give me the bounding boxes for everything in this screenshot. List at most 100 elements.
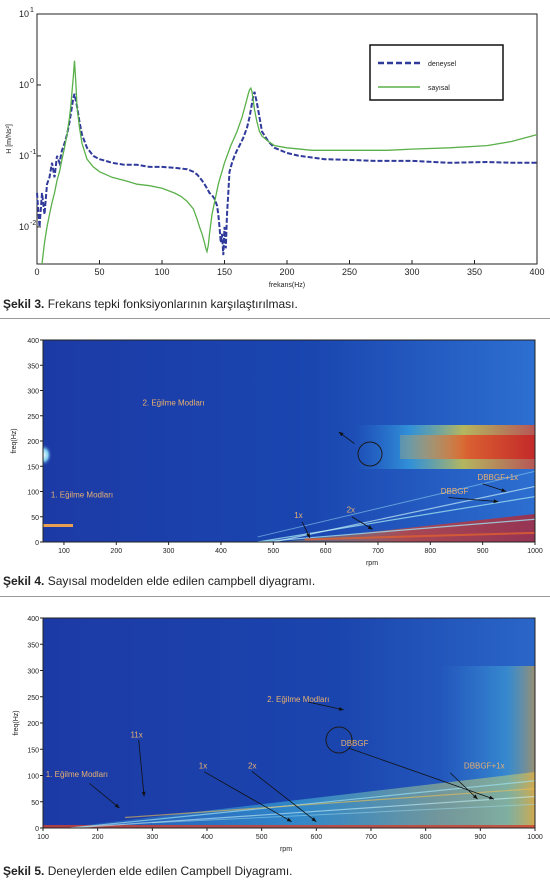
campbell4-x-tick-label: 800: [424, 548, 436, 555]
campbell4-annotation-label: 1. Eğilme Modları: [51, 491, 113, 500]
figure4-divider: [0, 596, 550, 597]
campbell4-y-tick-label: 200: [27, 439, 39, 446]
campbell5-annotation-label: 1x: [199, 762, 207, 771]
campbell4-y-tick-label: 350: [27, 363, 39, 370]
campbell5-x-tick-label: 900: [474, 834, 486, 841]
campbell4-annotation-arrow: [448, 497, 499, 504]
frf-x-axis-label: frekans(Hz): [269, 282, 305, 289]
campbell4-annotation-label: 2x: [347, 506, 355, 515]
frf-y-tick-label: 10 -2: [19, 220, 36, 232]
campbell5-y-tick-label: 300: [27, 669, 39, 676]
campbell5-y-axis-label: freq(Hz): [13, 710, 20, 735]
frf-y-axis-label: H [m/Ns²]: [6, 124, 13, 154]
frf-series-line-sayisal: [41, 60, 538, 265]
campbell4-annotation-arrow: [301, 521, 311, 539]
campbell4-x-tick-label: 600: [320, 548, 332, 555]
frf-legend-box: [369, 44, 504, 101]
campbell4-x-tick-label: 700: [372, 548, 384, 555]
campbell4-annotation-label: 1x: [294, 511, 302, 520]
frf-y-tick-label: 10 1: [19, 7, 34, 19]
campbell5-x-axis-label: rpm: [280, 846, 292, 853]
figure5-caption-text: Deneylerden elde edilen Campbell Diyagra…: [47, 864, 293, 878]
campbell4-y-axis-label: freq(Hz): [11, 428, 18, 453]
campbell5-y-tick-label: 400: [27, 616, 39, 623]
campbell4-order-line: [304, 531, 536, 541]
campbell4-x-tick-label: 500: [267, 548, 279, 555]
campbell4-order-line: [257, 495, 536, 543]
campbell5-x-tick-label: 100: [37, 834, 49, 841]
campbell5-x-tick-label: 200: [92, 834, 104, 841]
campbell5-annotation-label: DBBGF: [341, 739, 369, 748]
campbell5-annotation-arrow: [89, 783, 120, 809]
campbell5-x-tick-label: 700: [365, 834, 377, 841]
campbell5-order-line: [70, 780, 536, 829]
campbell5-annotation-label: 11x: [130, 731, 142, 740]
frf-y-tick-base: 10: [19, 9, 29, 19]
campbell4-y-tick-label: 400: [27, 338, 39, 345]
figure4-caption: Şekil 4. Sayısal modelden elde edilen ca…: [3, 574, 315, 588]
campbell5-annotation-label: 2x: [248, 762, 256, 771]
campbell5-x-tick-label: 1000: [527, 834, 543, 841]
campbell5-annotation-arrow: [204, 771, 292, 823]
campbell5-y-tick-label: 200: [27, 721, 39, 728]
campbell5-annotation-arrow: [251, 770, 317, 823]
campbell4-order-line: [257, 518, 536, 543]
campbell4-annotation-arrow: [482, 483, 507, 492]
campbell4-annotation-label: DBBGF+1x: [477, 473, 518, 482]
campbell4-mode1-line: [43, 524, 73, 527]
figure3-caption: Şekil 3. Frekans tepki fonksiyonlarının …: [3, 297, 298, 311]
campbell5-y-tick-label: 150: [27, 747, 39, 754]
frf-x-tick-label: 50: [94, 267, 104, 277]
campbell4-x-tick-label: 100: [58, 548, 70, 555]
frf-y-tick-base: 10: [19, 80, 29, 90]
frf-y-tick-exponent: 1: [30, 7, 34, 14]
campbell5-x-tick-label: 800: [420, 834, 432, 841]
campbell5-right-band: [440, 666, 535, 828]
frf-x-tick-label: 0: [34, 267, 39, 277]
campbell4-annotation-label: DBBGF: [441, 487, 469, 496]
frf-y-tick-exponent: 0: [30, 78, 34, 85]
figure5-caption: Şekil 5. Deneylerden elde edilen Campbel…: [3, 864, 293, 878]
campbell5-order-line: [152, 803, 536, 824]
campbell5-order-line: [70, 795, 536, 829]
campbell4-x-tick-label: 400: [215, 548, 227, 555]
campbell5-annotation-label: 1. Eğilme Modları: [46, 770, 108, 779]
campbell4-y-tick-label: 250: [27, 414, 39, 421]
campbell5-y-tick-label: 250: [27, 695, 39, 702]
frf-y-tick-base: 10: [19, 151, 29, 161]
frf-y-tick-exponent: -1: [30, 149, 36, 156]
frf-x-tick-label: 150: [217, 267, 232, 277]
campbell4-y-tick-label: 50: [31, 515, 39, 522]
campbell5-annotation-arrow: [308, 701, 344, 711]
campbell4-y-tick-label: 150: [27, 464, 39, 471]
frf-y-tick-label: 10 -1: [19, 149, 36, 161]
figure3-divider: [0, 318, 550, 319]
campbell5-annotation-label: 2. Eğilme Modları: [267, 695, 329, 704]
campbell4-y-tick-label: 300: [27, 389, 39, 396]
frf-x-tick-label: 300: [404, 267, 419, 277]
campbell4-mode2-hot: [400, 435, 535, 459]
frf-y-tick-exponent: -2: [30, 220, 36, 227]
frf-x-tick-label: 400: [529, 267, 544, 277]
campbell5-order-line: [124, 788, 536, 819]
campbell5-annotation-arrow: [138, 739, 146, 797]
campbell4-y-tick-label: 0: [35, 540, 39, 547]
legend-label-sayisal: sayısal: [428, 85, 450, 92]
campbell5-x-tick-label: 400: [201, 834, 213, 841]
campbell-chart-numerical: 100 200 300 400 500 600 700 800 900 1000 0 50 100 150…: [11, 338, 543, 567]
campbell5-y-tick-label: 100: [27, 774, 39, 781]
campbell5-annotation-label: DBBGF+1x: [464, 762, 505, 771]
figure4-caption-text: Sayısal modelden elde edilen campbell di…: [47, 574, 316, 588]
campbell-chart-experimental: 100 200 300 400 500 600 700 800 900 1000 0 50 100 150…: [13, 616, 543, 853]
frf-y-tick-base: 10: [19, 222, 29, 232]
figure5-caption-number: Şekil 5.: [3, 864, 45, 878]
campbell4-x-axis-label: rpm: [366, 560, 378, 567]
campbell4-annotation-label: 2. Eğilme Modları: [142, 399, 204, 408]
campbell4-annotation-arrow: [351, 516, 373, 530]
campbell4-left-spot: [43, 444, 52, 466]
campbell5-y-tick-label: 0: [35, 826, 39, 833]
frf-legend: deneysel sayısal: [369, 44, 504, 101]
campbell4-x-tick-label: 200: [110, 548, 122, 555]
legend-label-deneysel: deneysel: [428, 61, 456, 68]
